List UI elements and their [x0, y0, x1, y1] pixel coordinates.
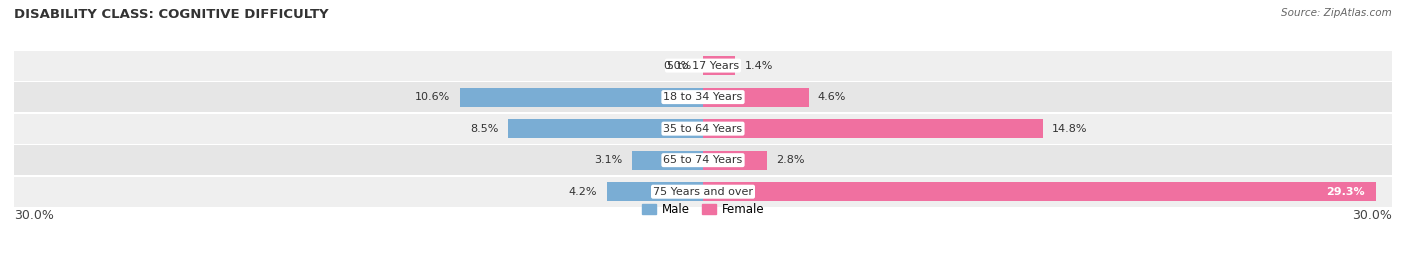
- Text: 35 to 64 Years: 35 to 64 Years: [664, 124, 742, 134]
- Text: 2.8%: 2.8%: [776, 155, 806, 165]
- Text: Source: ZipAtlas.com: Source: ZipAtlas.com: [1281, 8, 1392, 18]
- Text: 3.1%: 3.1%: [595, 155, 623, 165]
- Bar: [703, 88, 808, 107]
- Text: DISABILITY CLASS: COGNITIVE DIFFICULTY: DISABILITY CLASS: COGNITIVE DIFFICULTY: [14, 8, 329, 21]
- Bar: [14, 51, 1392, 81]
- Text: 29.3%: 29.3%: [1326, 187, 1364, 197]
- Text: 0.0%: 0.0%: [664, 61, 692, 70]
- Bar: [631, 151, 703, 170]
- Text: 75 Years and over: 75 Years and over: [652, 187, 754, 197]
- Text: 4.2%: 4.2%: [569, 187, 598, 197]
- Bar: [606, 182, 703, 201]
- Text: 30.0%: 30.0%: [14, 209, 53, 222]
- Bar: [703, 151, 768, 170]
- Text: 8.5%: 8.5%: [470, 124, 499, 134]
- Text: 14.8%: 14.8%: [1052, 124, 1088, 134]
- Text: 18 to 34 Years: 18 to 34 Years: [664, 92, 742, 102]
- Text: 30.0%: 30.0%: [1353, 209, 1392, 222]
- Bar: [14, 145, 1392, 175]
- Legend: Male, Female: Male, Female: [641, 203, 765, 216]
- Text: 10.6%: 10.6%: [415, 92, 450, 102]
- Bar: [14, 114, 1392, 144]
- Bar: [14, 177, 1392, 207]
- Bar: [703, 182, 1376, 201]
- Bar: [460, 88, 703, 107]
- Text: 4.6%: 4.6%: [818, 92, 846, 102]
- Bar: [508, 119, 703, 138]
- Text: 1.4%: 1.4%: [744, 61, 773, 70]
- Bar: [14, 82, 1392, 112]
- Bar: [703, 56, 735, 75]
- Text: 65 to 74 Years: 65 to 74 Years: [664, 155, 742, 165]
- Bar: [703, 119, 1043, 138]
- Text: 5 to 17 Years: 5 to 17 Years: [666, 61, 740, 70]
